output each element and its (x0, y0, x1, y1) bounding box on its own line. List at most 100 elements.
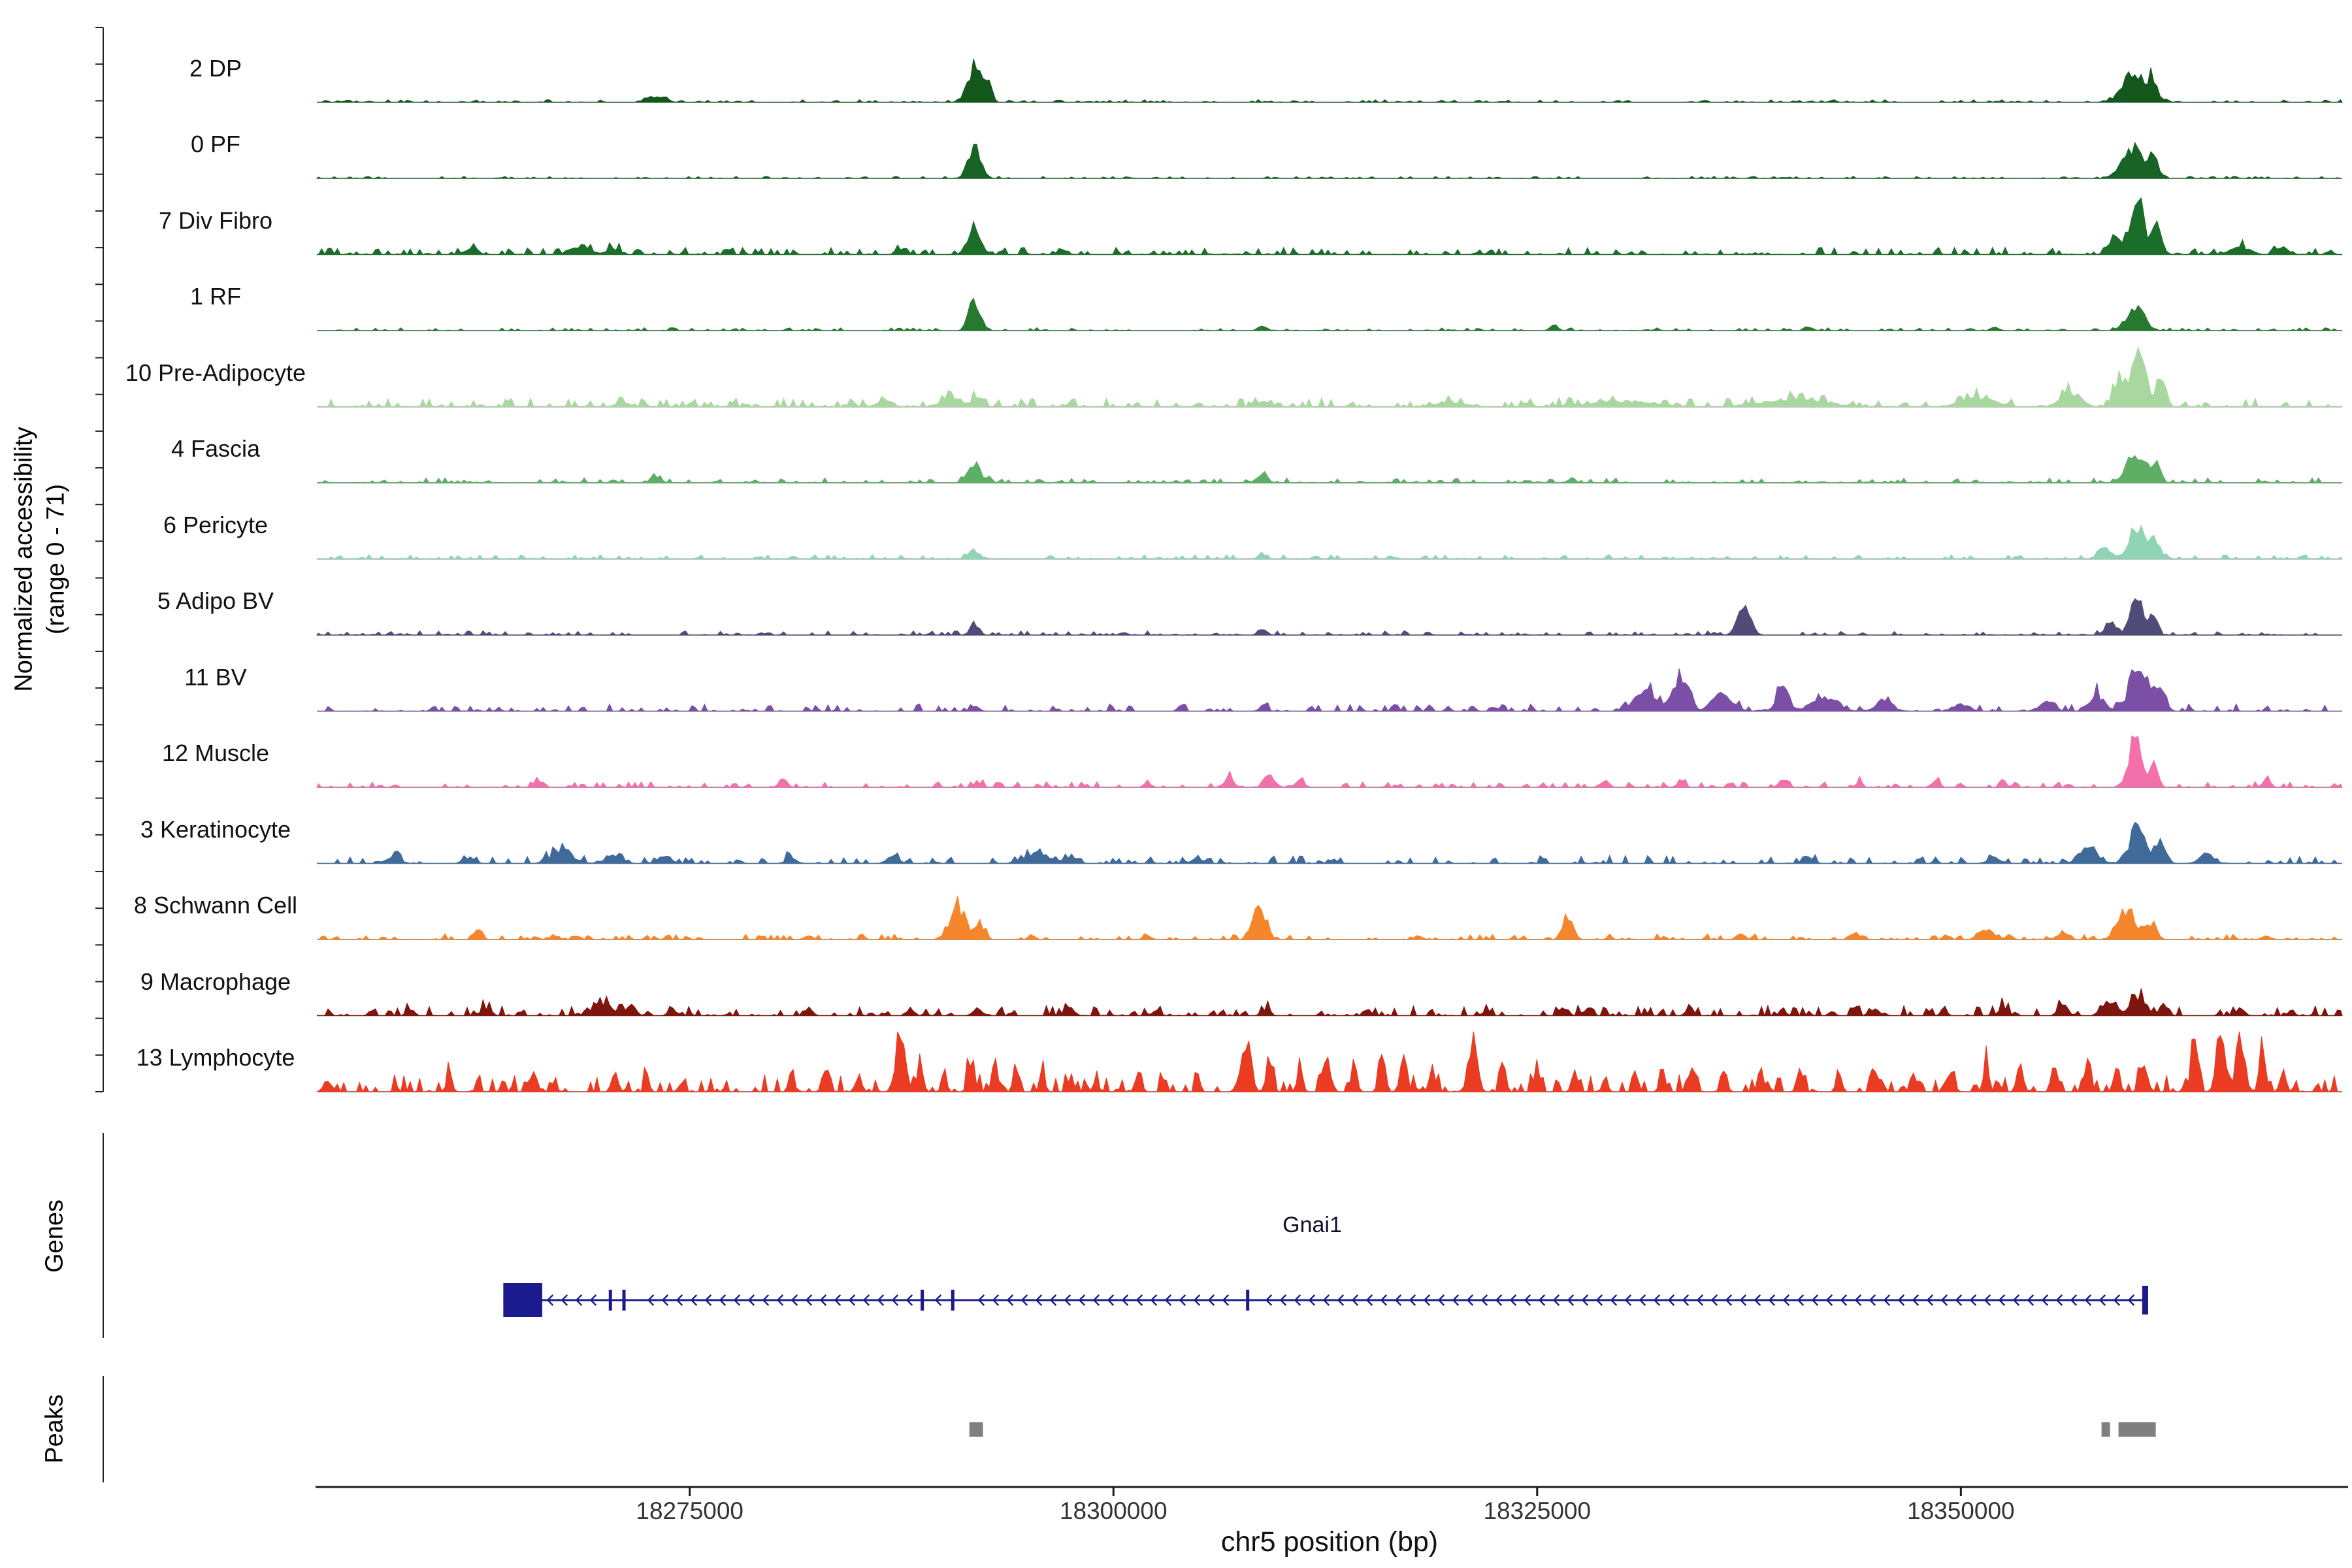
minus-strand-arrow (934, 1294, 942, 1306)
minus-strand-arrow (1926, 1294, 1934, 1306)
minus-strand-arrow (1912, 1294, 1919, 1306)
gene-exon-tick (1246, 1290, 1250, 1311)
minus-strand-arrow (1581, 1294, 1589, 1306)
minus-strand-arrow (1998, 1294, 2006, 1306)
gene-exon-tick (608, 1290, 612, 1311)
minus-strand-arrow (1495, 1294, 1503, 1306)
signal-track-9 (316, 735, 2343, 788)
minus-strand-arrow (805, 1294, 813, 1306)
peak-region-box (2101, 1422, 2110, 1437)
track-label: 5 Adipo BV (157, 587, 274, 614)
minus-strand-arrow (1969, 1294, 1977, 1306)
minus-strand-arrow (1610, 1294, 1618, 1306)
minus-strand-arrow (1897, 1294, 1905, 1306)
minus-strand-arrow (1653, 1294, 1661, 1306)
minus-strand-arrow (1595, 1294, 1603, 1306)
minus-strand-arrow (834, 1294, 841, 1306)
signal-track-10 (317, 821, 2342, 864)
minus-strand-arrow (1179, 1294, 1186, 1306)
minus-strand-arrow (719, 1294, 727, 1306)
signal-track-6 (317, 524, 2344, 560)
minus-strand-arrow (1279, 1294, 1287, 1306)
minus-strand-arrow (1035, 1294, 1043, 1306)
minus-strand-arrow (1135, 1294, 1143, 1306)
signal-track-2 (317, 197, 2342, 255)
signal-track-12 (317, 988, 2343, 1017)
minus-strand-arrow (1409, 1294, 1416, 1306)
minus-strand-arrow (661, 1294, 669, 1306)
minus-strand-arrow (2127, 1294, 2135, 1306)
minus-strand-arrow (1754, 1294, 1761, 1306)
gene-exon-box (503, 1283, 543, 1317)
minus-strand-arrow (1955, 1294, 1963, 1306)
signal-track-4 (317, 346, 2342, 408)
track-label: 4 Fascia (171, 435, 261, 462)
minus-strand-arrow (747, 1294, 755, 1306)
minus-strand-arrow (1049, 1294, 1057, 1306)
minus-strand-arrow (1797, 1294, 1805, 1306)
minus-strand-arrow (1782, 1294, 1790, 1306)
minus-strand-arrow (1308, 1294, 1316, 1306)
track-label: 11 BV (184, 663, 247, 691)
minus-strand-arrow (1696, 1294, 1704, 1306)
minus-strand-arrow (1524, 1294, 1531, 1306)
minus-strand-arrow (1811, 1294, 1819, 1306)
minus-strand-arrow (1222, 1294, 1230, 1306)
minus-strand-arrow (791, 1294, 798, 1306)
track-label: 12 Muscle (161, 740, 270, 766)
minus-strand-arrow (1538, 1294, 1546, 1306)
minus-strand-arrow (2041, 1294, 2049, 1306)
gene-exon-tick (951, 1290, 955, 1311)
minus-strand-arrow (906, 1294, 913, 1306)
minus-strand-arrow (1940, 1294, 1948, 1306)
track-label: 10 Pre-Adipocyte (125, 359, 306, 386)
minus-strand-arrow (1078, 1294, 1086, 1306)
minus-strand-arrow (1639, 1294, 1646, 1306)
minus-strand-arrow (862, 1294, 870, 1306)
minus-strand-arrow (1193, 1294, 1201, 1306)
minus-strand-arrow (1150, 1294, 1158, 1306)
minus-strand-arrow (891, 1294, 899, 1306)
minus-strand-arrow (647, 1294, 655, 1306)
track-label: 6 Pericyte (163, 511, 269, 538)
minus-strand-arrow (1739, 1294, 1747, 1306)
minus-strand-arrow (1337, 1294, 1345, 1306)
track-label: 13 Lymphocyte (136, 1044, 295, 1071)
minus-strand-arrow (1682, 1294, 1690, 1306)
minus-strand-arrow (1567, 1294, 1575, 1306)
x-tick-label: 18275000 (636, 1497, 744, 1524)
minus-strand-arrow (1854, 1294, 1862, 1306)
x-tick-label: 18325000 (1483, 1497, 1592, 1524)
minus-strand-arrow (819, 1294, 827, 1306)
x-tick-label: 18300000 (1059, 1497, 1168, 1524)
minus-strand-arrow (1452, 1294, 1460, 1306)
y-axis-label-line2: (range 0 - 71) (42, 483, 70, 635)
minus-strand-arrow (1164, 1294, 1172, 1306)
signal-track-1 (316, 141, 2342, 179)
minus-strand-arrow (676, 1294, 683, 1306)
minus-strand-arrow (1883, 1294, 1891, 1306)
x-tick-label: 18350000 (1907, 1497, 2015, 1524)
minus-strand-arrow (589, 1294, 597, 1306)
minus-strand-arrow (690, 1294, 698, 1306)
track-label: 0 PF (190, 131, 241, 157)
x-axis-title: chr5 position (bp) (1220, 1526, 1439, 1558)
minus-strand-arrow (1351, 1294, 1359, 1306)
minus-strand-arrow (1667, 1294, 1675, 1306)
minus-strand-arrow (1423, 1294, 1431, 1306)
minus-strand-arrow (1380, 1294, 1388, 1306)
y-axis-label-line1: Normalized accessibility (10, 427, 38, 692)
signal-track-0 (317, 58, 2343, 103)
peak-region-box (969, 1422, 983, 1437)
minus-strand-arrow (1365, 1294, 1373, 1306)
minus-strand-arrow (1121, 1294, 1129, 1306)
minus-strand-arrow (1825, 1294, 1833, 1306)
minus-strand-arrow (1006, 1294, 1014, 1306)
minus-strand-arrow (561, 1294, 568, 1306)
signal-track-7 (316, 598, 2342, 636)
minus-strand-arrow (704, 1294, 712, 1306)
minus-strand-arrow (1984, 1294, 1991, 1306)
minus-strand-arrow (2084, 1294, 2092, 1306)
